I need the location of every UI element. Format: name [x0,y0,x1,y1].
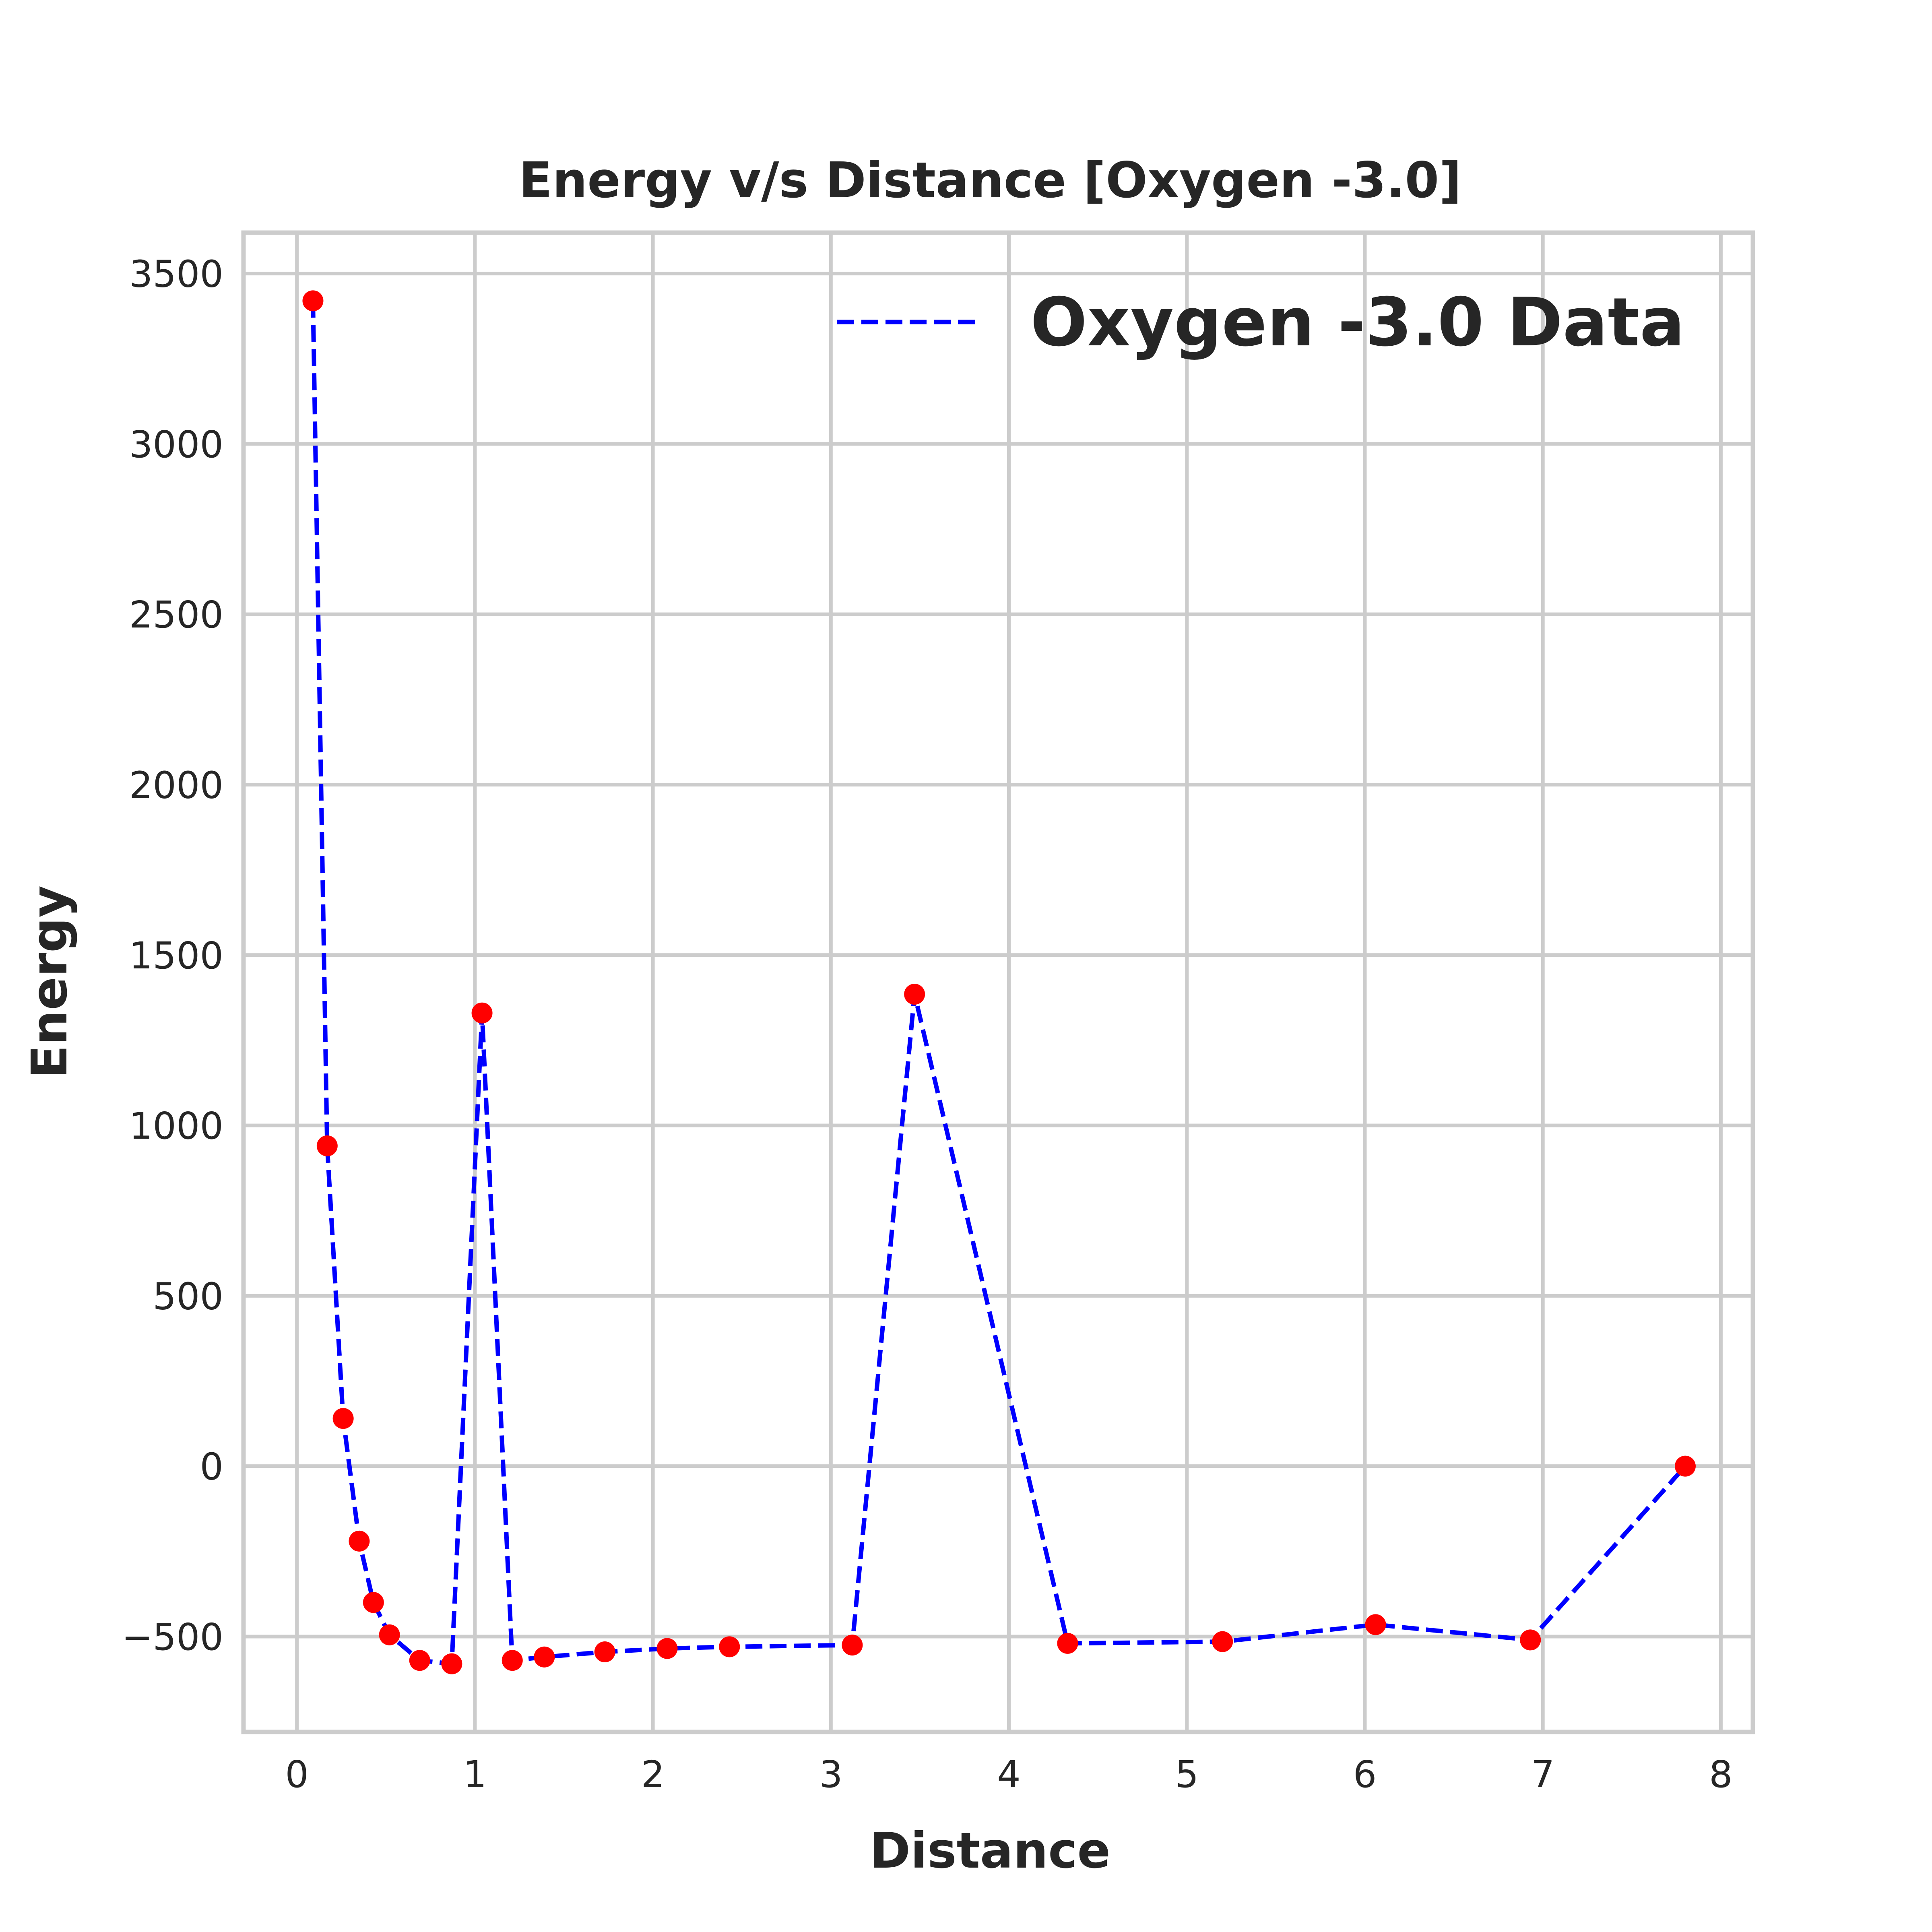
legend: Oxygen -3.0 Data [837,284,1685,361]
x-tick-label: 5 [1175,1753,1199,1796]
data-point [1057,1633,1078,1654]
data-point [904,984,925,1005]
x-tick-label: 6 [1353,1753,1377,1796]
chart-title: Energy v/s Distance [Oxygen -3.0] [519,152,1461,209]
y-axis-title: Energy [21,886,78,1079]
y-tick-labels: −500 0 500 1000 1500 2000 2500 3000 3500 [122,253,223,1659]
data-point [1365,1614,1386,1635]
x-tick-label: 0 [285,1753,309,1796]
data-point [1520,1629,1541,1651]
data-point [534,1646,555,1668]
data-point [594,1641,615,1663]
x-tick-label: 7 [1531,1753,1555,1796]
data-point [332,1408,354,1429]
data-point [842,1635,863,1656]
x-tick-labels: 0 1 2 3 4 5 6 7 8 [285,1753,1732,1796]
data-point [379,1624,400,1645]
data-point [409,1650,430,1671]
y-tick-label: 3500 [129,253,223,296]
y-tick-label: 500 [153,1275,223,1318]
data-point [441,1653,462,1674]
x-tick-label: 1 [463,1753,487,1796]
data-point [349,1530,370,1552]
data-point [656,1638,678,1659]
data-points [302,290,1696,1674]
y-tick-label: 2500 [129,593,223,636]
data-point [719,1636,740,1657]
data-point [1674,1455,1696,1477]
data-point [471,1002,493,1024]
y-tick-label: −500 [122,1616,223,1659]
plot-area-frame [241,230,1755,1734]
data-point [363,1592,384,1613]
data-point [316,1135,338,1156]
x-tick-label: 2 [641,1753,665,1796]
y-tick-label: 2000 [129,764,223,807]
x-tick-label: 8 [1709,1753,1733,1796]
data-point [302,290,324,312]
x-tick-label: 4 [997,1753,1021,1796]
x-tick-label: 3 [819,1753,843,1796]
y-tick-label: 1500 [129,934,223,977]
data-point [1212,1631,1233,1652]
data-point [502,1650,523,1671]
y-tick-label: 3000 [129,423,223,466]
x-axis-title: Distance [870,1822,1110,1879]
y-tick-label: 1000 [129,1104,223,1148]
y-tick-label: 0 [200,1445,223,1488]
legend-label: Oxygen -3.0 Data [1030,284,1685,361]
